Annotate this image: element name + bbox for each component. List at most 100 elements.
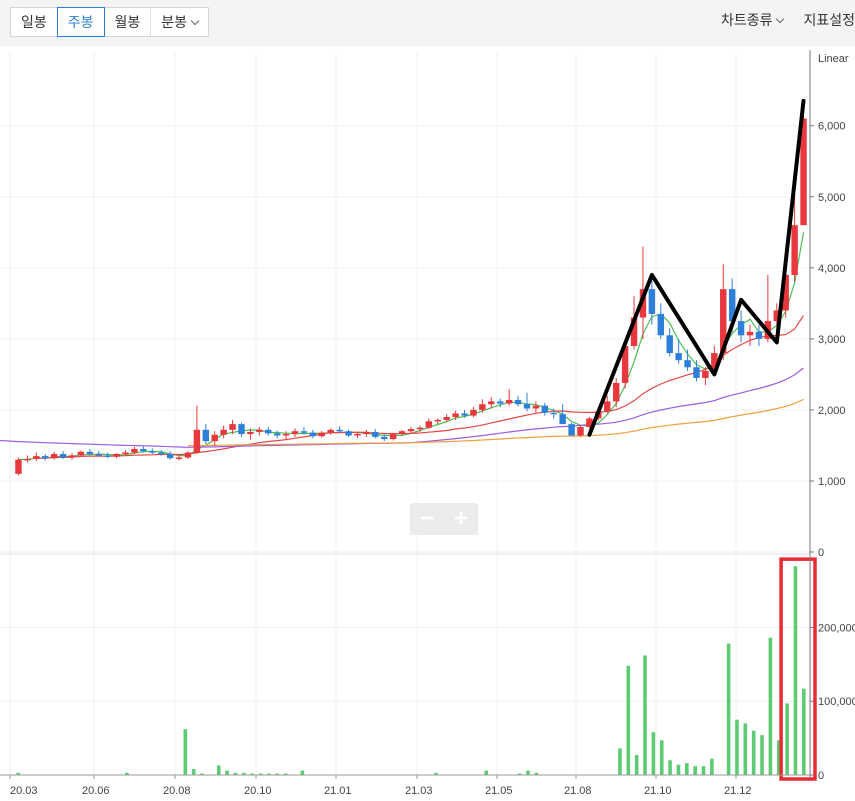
volume-bar (735, 719, 739, 775)
candle (648, 274, 656, 325)
candle-body (550, 412, 557, 415)
volume-bar (618, 748, 622, 775)
candle-body (452, 413, 459, 418)
volume-bar (250, 773, 254, 775)
candle (77, 450, 85, 457)
candle (336, 426, 343, 433)
candle-body (461, 413, 468, 416)
candle-body (702, 370, 709, 378)
volume-bar (760, 735, 764, 775)
x-tick-label: 21.05 (485, 785, 513, 797)
candle-body (559, 414, 566, 425)
y-tick-label: 5,000 (818, 192, 846, 204)
stock-chart[interactable]: 0 1,000 2,000 3,000 4,000 5,000 6,000 0 100,000… (0, 46, 855, 801)
candle-body (693, 367, 700, 378)
candle (220, 425, 227, 439)
candle (247, 428, 254, 440)
candle-body (247, 431, 254, 435)
zoom-in-button[interactable]: + (453, 505, 468, 532)
candle (586, 417, 593, 429)
tab-minute[interactable]: 분봉 (151, 8, 208, 36)
volume-bar (802, 688, 806, 775)
candle (291, 428, 299, 437)
candle-body (488, 401, 495, 405)
candle (202, 424, 210, 445)
candle (140, 446, 147, 453)
candle-body (291, 431, 299, 435)
moving-averages (0, 232, 805, 461)
candle-body (657, 314, 665, 336)
candle (50, 451, 58, 460)
volume-bar (651, 732, 656, 775)
y-tick-label: 6,000 (818, 121, 846, 133)
candle (389, 432, 397, 441)
tab-daily[interactable]: 일봉 (11, 8, 58, 36)
ma20-line (36, 315, 805, 459)
candle (550, 408, 557, 419)
candle (488, 397, 495, 409)
candle-body (568, 424, 575, 436)
candle (604, 395, 611, 414)
candle (425, 418, 433, 430)
candle-body (68, 455, 76, 458)
candle (318, 431, 325, 438)
candle-body (381, 436, 388, 440)
volume-tick-label: 100,000 (818, 696, 855, 708)
zigzag-annotation (587, 98, 806, 437)
candle-body (604, 401, 611, 412)
candle-body (122, 452, 129, 455)
y-tick-label: 3,000 (818, 334, 846, 346)
volume-bars (16, 566, 806, 775)
y-tick-label: 2,000 (818, 405, 846, 417)
indicator-settings-button[interactable]: 지표설정 (803, 12, 855, 28)
candles (15, 104, 807, 476)
candle-body (59, 453, 67, 458)
chart-toolbar: 일봉 주봉 월봉 분봉 차트종류 지표설정 (0, 0, 855, 46)
volume-bar (16, 772, 20, 775)
volume-bar (526, 770, 530, 775)
candle-body (211, 434, 218, 442)
candle (113, 453, 120, 459)
y-tick-label: 0 (818, 547, 824, 559)
tab-minute-label: 분봉 (161, 14, 188, 30)
candle-body (157, 452, 165, 455)
candle (514, 395, 522, 407)
candle-body (273, 433, 281, 436)
candle (675, 338, 682, 364)
candle (166, 451, 174, 460)
chart-type-dropdown[interactable]: 차트종류 (721, 10, 785, 30)
candle (282, 431, 290, 440)
x-tick-label: 21.12 (724, 785, 752, 797)
time-axis: 20.03 20.06 20.08 20.10 21.01 21.03 21.05 21.08… (0, 774, 810, 797)
candle-body (711, 353, 718, 371)
candle-body (630, 317, 638, 346)
tab-weekly[interactable]: 주봉 (56, 7, 105, 37)
candle (746, 324, 754, 346)
candle-body (425, 421, 433, 428)
candle-body (318, 432, 325, 437)
candle (15, 457, 22, 476)
candle-body (398, 431, 406, 435)
candle-body (505, 399, 513, 404)
tab-monthly[interactable]: 월봉 (105, 8, 152, 36)
candle (657, 303, 665, 339)
candle-body (497, 401, 504, 404)
candle (737, 310, 745, 343)
volume-highlight-box (779, 557, 817, 781)
candle-body (113, 453, 120, 457)
candle (265, 426, 272, 436)
x-tick-label: 21.08 (564, 785, 592, 797)
candle-body (675, 353, 682, 361)
candle (256, 426, 263, 436)
candle-body (666, 335, 673, 354)
zoom-out-button[interactable]: − (419, 505, 434, 532)
price-axis: 0 1,000 2,000 3,000 4,000 5,000 6,000 (809, 50, 846, 777)
candle (479, 399, 486, 413)
candle-body (354, 434, 361, 436)
x-tick-label: 21.01 (324, 785, 352, 797)
candle-body (327, 429, 334, 433)
chevron-down-icon (776, 14, 785, 24)
y-tick-label: 1,000 (818, 476, 846, 488)
candle-body (728, 289, 736, 322)
x-tick-label: 20.03 (10, 785, 38, 797)
